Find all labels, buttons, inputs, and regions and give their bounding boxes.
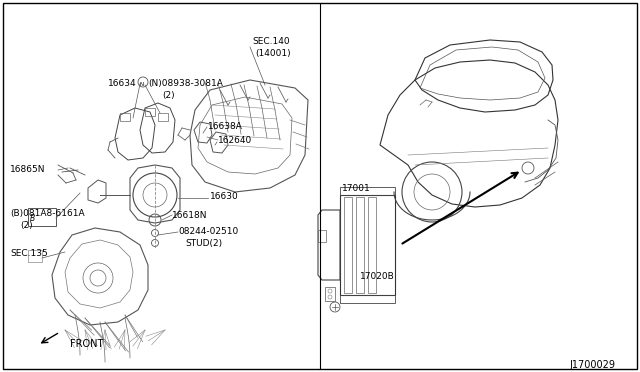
Text: 16638A: 16638A xyxy=(208,122,243,131)
Text: 16618N: 16618N xyxy=(172,211,207,220)
Text: SEC.140: SEC.140 xyxy=(252,37,290,46)
Text: 162640: 162640 xyxy=(218,136,252,145)
Text: (N)08938-3081A: (N)08938-3081A xyxy=(148,79,223,88)
Bar xyxy=(344,197,352,293)
Text: 17020B: 17020B xyxy=(360,272,395,281)
Bar xyxy=(28,208,56,226)
Text: (14001): (14001) xyxy=(255,49,291,58)
Text: STUD(2): STUD(2) xyxy=(185,239,222,248)
Text: (2): (2) xyxy=(162,91,175,100)
Text: FRONT: FRONT xyxy=(70,339,104,349)
Text: (B)081A8-6161A: (B)081A8-6161A xyxy=(10,209,84,218)
Bar xyxy=(28,250,42,262)
Text: J1700029: J1700029 xyxy=(569,360,615,370)
Text: 16630: 16630 xyxy=(210,192,239,201)
Bar xyxy=(318,230,326,242)
Text: SEC.135: SEC.135 xyxy=(10,249,48,258)
Bar xyxy=(368,197,376,293)
Text: (2): (2) xyxy=(20,221,33,230)
Bar xyxy=(158,113,168,121)
Text: 08244-02510: 08244-02510 xyxy=(178,227,238,236)
Bar xyxy=(356,197,364,293)
Bar xyxy=(120,113,130,121)
Text: 16865N: 16865N xyxy=(10,165,45,174)
Bar xyxy=(340,187,395,195)
Bar xyxy=(145,108,155,116)
Bar xyxy=(340,195,395,295)
Text: 17001: 17001 xyxy=(342,184,371,193)
Text: 16634: 16634 xyxy=(108,79,136,88)
Bar xyxy=(325,287,335,301)
Text: N: N xyxy=(140,81,144,87)
Text: B: B xyxy=(30,214,35,223)
Bar xyxy=(340,295,395,303)
